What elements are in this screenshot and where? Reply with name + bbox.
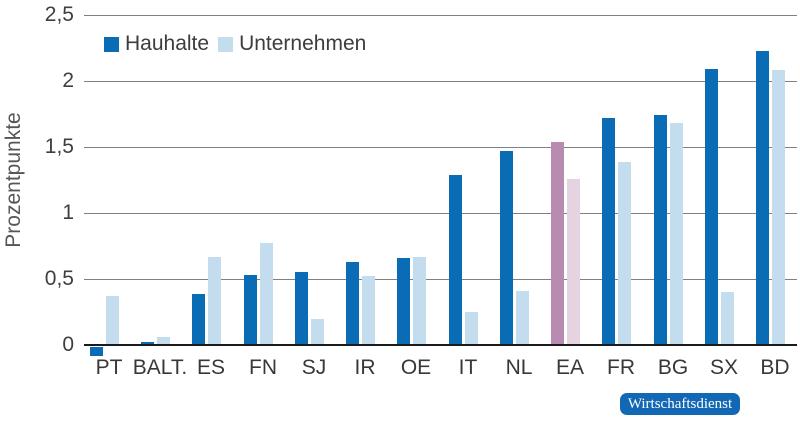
y-tick-label-2: 2	[62, 69, 74, 92]
x-axis-label-IR: IR	[354, 356, 376, 379]
bar-unternehmen-IT	[465, 312, 478, 345]
y-tick-label-1,5: 1,5	[44, 135, 74, 158]
bar-unternehmen-IR	[362, 276, 375, 346]
y-tick-label-2,5: 2,5	[44, 3, 74, 26]
bar-hauhalte-IT	[449, 174, 462, 345]
x-axis-label-OE: OE	[400, 356, 432, 379]
x-axis-label-EA: EA	[555, 356, 585, 379]
bar-unternehmen-PT	[106, 296, 119, 346]
x-axis-label-FN: FN	[249, 356, 277, 379]
legend-label-hauhalte: Hauhalte	[125, 32, 210, 55]
bar-unternehmen-OE	[413, 256, 426, 345]
x-axis-label-PT: PT	[95, 356, 123, 379]
bar-unternehmen-BD	[772, 70, 785, 346]
y-axis-title: Prozentpunkte	[2, 112, 25, 248]
y-tick-label-0,5: 0,5	[44, 267, 74, 290]
y-tick-label-1: 1	[62, 201, 74, 224]
gridline-2	[84, 81, 797, 82]
bar-unternehmen-FN	[260, 243, 273, 346]
bar-unternehmen-ES	[208, 256, 221, 345]
x-axis-label-BD: BD	[760, 356, 790, 379]
bar-hauhalte-BD	[756, 50, 769, 345]
y-tick-label-0: 0	[62, 333, 74, 356]
x-axis-label-SX: SX	[709, 356, 739, 379]
wirtschaftsdienst-badge: Wirtschaftsdienst	[620, 393, 740, 415]
x-axis-label-BG: BG	[657, 356, 689, 379]
x-axis-line	[84, 344, 797, 346]
bar-unternehmen-BG	[670, 123, 683, 346]
bar-hauhalte-SJ	[295, 272, 308, 346]
x-axis-label-SJ: SJ	[301, 356, 327, 379]
gridline-1,5	[84, 147, 797, 148]
bar-hauhalte-EA	[551, 141, 564, 345]
bar-hauhalte-IR	[346, 261, 359, 345]
bar-unternehmen-BALT.	[157, 337, 170, 346]
x-axis-label-IT: IT	[458, 356, 478, 379]
bar-hauhalte-OE	[397, 257, 410, 345]
bar-unternehmen-SJ	[311, 318, 324, 345]
legend-item-hauhalte: Hauhalte	[104, 32, 209, 56]
bar-unternehmen-FR	[618, 161, 631, 345]
bar-unternehmen-EA	[567, 178, 580, 345]
legend-swatch-hauhalte-icon	[104, 36, 119, 52]
bar-hauhalte-FN	[244, 275, 257, 346]
legend-label-unternehmen: Unternehmen	[239, 32, 367, 55]
legend-swatch-unternehmen-icon	[218, 36, 234, 52]
bar-hauhalte-SX	[705, 69, 718, 346]
gridline-1	[84, 213, 797, 214]
bar-hauhalte-BALT.	[141, 342, 154, 346]
bar-hauhalte-NL	[500, 150, 513, 345]
gridline-0,5	[84, 279, 797, 280]
x-axis-label-NL: NL	[505, 356, 533, 379]
legend-item-unternehmen: Unternehmen	[218, 32, 366, 56]
bar-hauhalte-PT	[90, 347, 103, 356]
bar-hauhalte-BG	[654, 115, 667, 346]
legend: Hauhalte Unternehmen	[104, 32, 366, 56]
x-axis-label-ES: ES	[196, 356, 226, 379]
gridline-2,5	[84, 15, 797, 16]
bar-unternehmen-SX	[721, 292, 734, 346]
bar-hauhalte-FR	[602, 117, 615, 345]
bar-unternehmen-NL	[516, 290, 529, 345]
bar-hauhalte-ES	[192, 293, 205, 345]
x-axis-label-FR: FR	[607, 356, 635, 379]
x-axis-label-BALT.: BALT.	[132, 356, 188, 379]
